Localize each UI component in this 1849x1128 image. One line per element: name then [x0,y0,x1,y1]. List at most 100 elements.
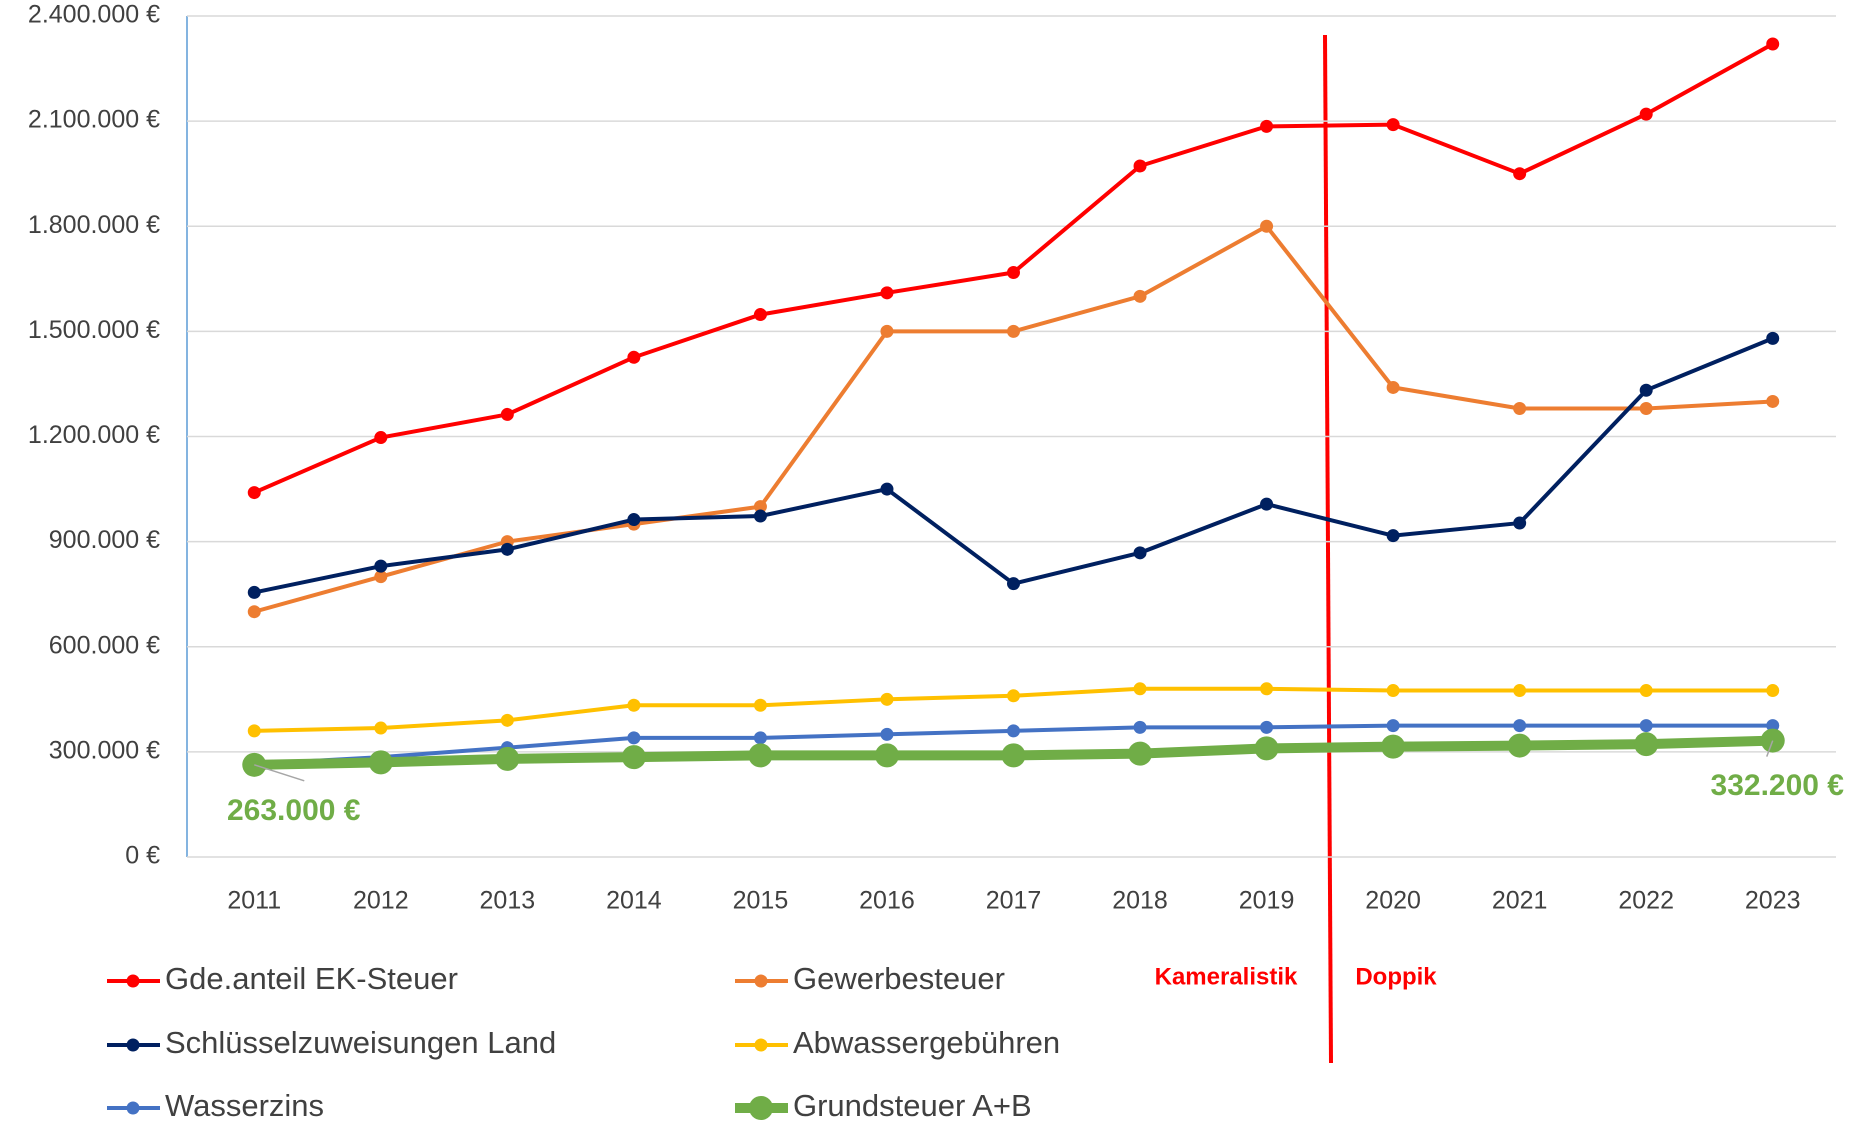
point [880,482,894,496]
point [1639,383,1653,397]
divider-line [1323,34,1333,1064]
point [1254,736,1279,761]
x-tick-label: 2014 [606,887,662,915]
point [1260,219,1274,233]
point [627,513,641,527]
legend-label: Schlüsselzuweisungen Land [165,1025,556,1060]
point [1639,719,1653,733]
point [753,731,767,745]
point [1007,266,1020,280]
point [1386,529,1400,543]
point [1133,289,1147,303]
point [1766,331,1780,345]
leader-line [1766,740,1774,757]
value-label: 263.000 € [227,794,361,827]
point [753,308,767,322]
point [1386,719,1400,733]
point [1386,380,1400,394]
x-tick-label: 2021 [1492,887,1548,915]
point [1639,401,1653,415]
point [1007,724,1020,738]
point [247,486,261,500]
value-label: 332.200 € [1711,769,1845,802]
point [1260,497,1274,511]
point [1513,401,1527,415]
point [1766,37,1780,51]
legend-label: Gde.anteil EK-Steuer [165,961,458,996]
x-tick-label: 2022 [1618,887,1674,915]
x-tick-label: 2019 [1239,887,1295,915]
point [753,698,767,712]
y-tick-label: 1.500.000 € [28,316,160,344]
point [1133,720,1147,734]
point [1513,684,1527,698]
y-tick-label: 0 € [125,842,160,870]
point [247,605,261,619]
point [627,731,641,745]
series-line [253,336,1774,595]
point [247,585,261,599]
point [753,500,767,514]
point [621,745,646,770]
y-tick-label: 2.400.000 € [28,1,160,29]
point [374,721,388,735]
point [1507,733,1532,758]
point [374,559,388,573]
point [1133,546,1147,560]
x-tick-label: 2016 [859,887,915,915]
point [1133,682,1147,696]
point [627,350,641,364]
point [374,431,388,445]
point [1513,167,1527,181]
point [1007,689,1020,703]
point [880,286,894,300]
annotation: Doppik [1355,963,1437,990]
point [1260,682,1274,696]
point [1513,719,1527,733]
legend-label: Wasserzins [165,1088,324,1123]
y-tick-label: 1.200.000 € [28,421,160,449]
point [500,407,514,421]
legend-marker [754,1038,768,1052]
y-tick-label: 2.100.000 € [28,106,160,134]
x-tick-label: 2018 [1112,887,1168,915]
legend-label: Grundsteuer A+B [793,1088,1032,1123]
legend-marker [749,1096,773,1120]
point [753,509,767,523]
leader-line [254,764,305,782]
legend-marker [754,974,768,988]
point [1001,743,1026,768]
point [1260,119,1274,133]
y-tick-label: 900.000 € [49,526,160,554]
point [874,743,899,768]
point [1007,324,1020,338]
annotation: Kameralistik [1155,963,1298,990]
point [247,724,261,738]
x-tick-label: 2020 [1365,887,1421,915]
point [1381,734,1406,759]
x-tick-label: 2015 [733,887,789,915]
point [1639,107,1653,121]
point [1634,732,1659,757]
point [1007,577,1020,591]
legend-label: Gewerbesteuer [793,961,1005,996]
point [368,750,393,775]
legend-marker [126,1101,140,1115]
point [500,713,514,727]
x-tick-label: 2012 [353,887,409,915]
point [1260,720,1274,734]
point [1386,118,1400,132]
point [748,743,773,768]
x-tick-label: 2023 [1745,887,1801,915]
point [1639,684,1653,698]
x-tick-label: 2013 [480,887,536,915]
point [1386,684,1400,698]
point [1766,684,1780,698]
point [495,746,520,771]
legend-marker [126,974,140,988]
x-tick-label: 2017 [986,887,1042,915]
y-tick-label: 600.000 € [49,631,160,659]
legend-label: Abwassergebühren [793,1025,1060,1060]
point [374,570,388,584]
